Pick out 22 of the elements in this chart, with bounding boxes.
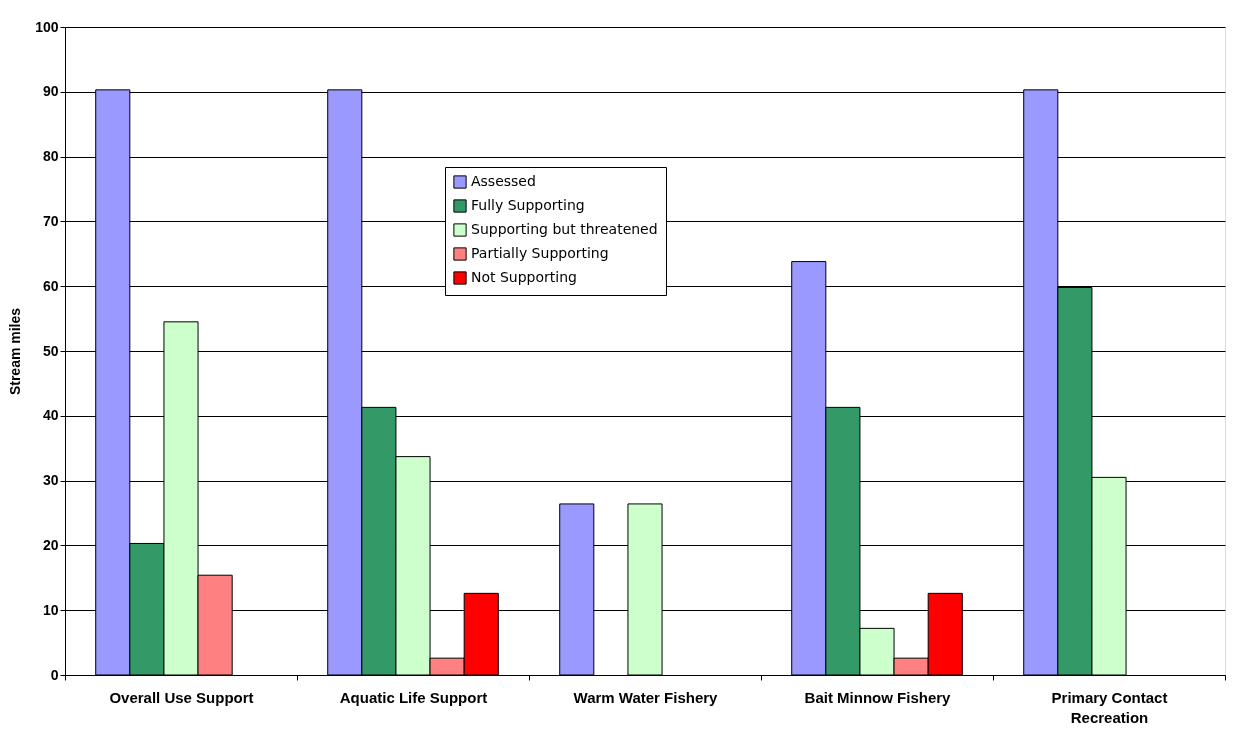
x-tick-label: Warm Water Fishery — [573, 688, 719, 706]
legend-label: Supporting but threatened — [471, 221, 658, 237]
y-tick-label: 40 — [42, 407, 59, 424]
y-tick-label: 50 — [42, 342, 59, 359]
x-tick-label: Aquatic Life Support — [339, 688, 488, 706]
y-tick-label: 30 — [42, 472, 59, 489]
y-tick-label: 10 — [42, 601, 59, 618]
y-tick-label: 20 — [42, 536, 59, 553]
x-tick-label: Bait Minnow Fishery — [804, 688, 952, 706]
legend-label: Assessed — [471, 173, 536, 189]
y-tick-label: 100 — [35, 18, 59, 35]
legend-label: Fully Supporting — [471, 197, 585, 213]
y-tick-label: 60 — [42, 277, 59, 294]
legend-label: Partially Supporting — [471, 245, 609, 261]
legend-label: Not Supporting — [471, 269, 577, 285]
x-tick-label: Primary Contact Recreation — [1051, 688, 1168, 726]
y-tick-label: 0 — [50, 666, 59, 683]
y-tick-label: 90 — [42, 83, 59, 100]
y-axis-title: Stream miles — [7, 307, 24, 396]
x-tick-label: Overall Use Support — [109, 688, 254, 706]
y-tick-label: 70 — [42, 212, 59, 229]
y-tick-label: 80 — [42, 148, 59, 165]
